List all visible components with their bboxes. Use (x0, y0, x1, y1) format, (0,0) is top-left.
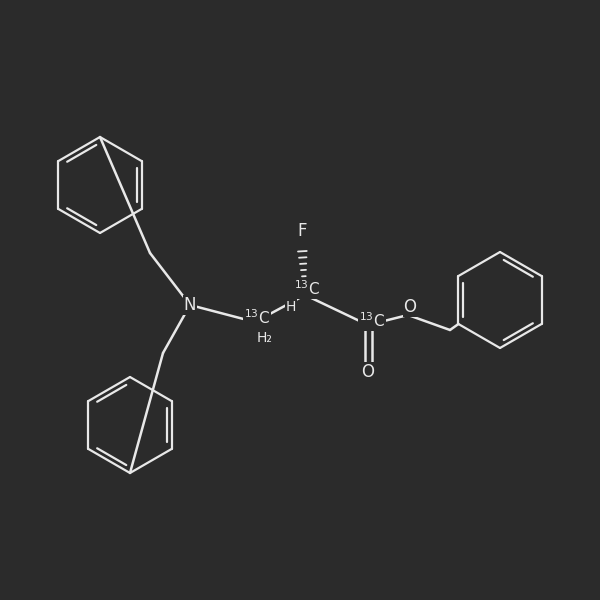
Text: O: O (361, 363, 374, 381)
Text: N: N (184, 296, 196, 314)
Text: F: F (297, 222, 307, 240)
Text: H: H (286, 300, 296, 314)
Text: H₂: H₂ (257, 331, 273, 345)
Text: $^{13}$C: $^{13}$C (294, 280, 320, 298)
Text: $^{13}$C: $^{13}$C (359, 311, 385, 331)
Text: O: O (404, 298, 416, 316)
Text: $^{13}$C: $^{13}$C (244, 308, 270, 328)
